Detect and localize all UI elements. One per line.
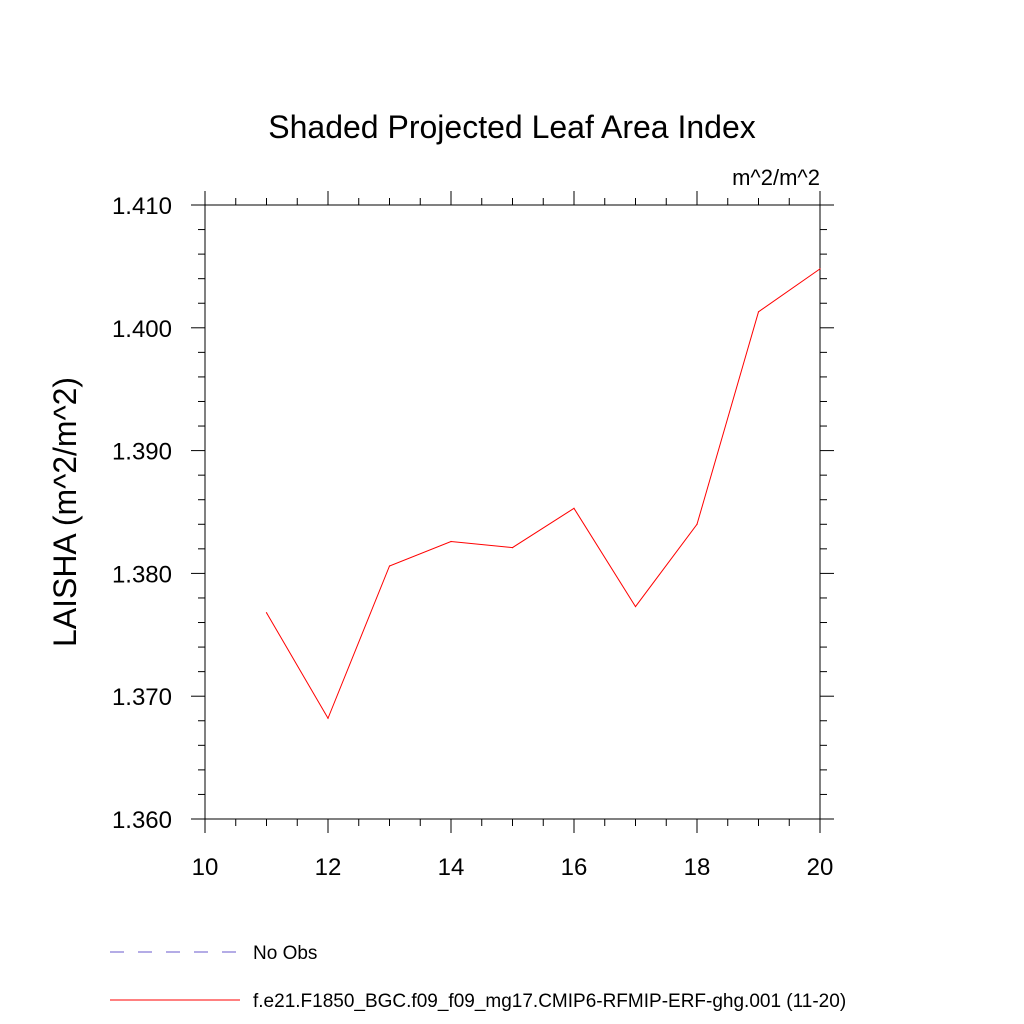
legend-label: No Obs (253, 943, 317, 964)
y-tick-label: 1.410 (112, 193, 172, 220)
legend-label: f.e21.F1850_BGC.f09_f09_mg17.CMIP6-RFMIP… (253, 991, 846, 1012)
legend: No Obs f.e21.F1850_BGC.f09_f09_mg17.CMIP6… (110, 943, 846, 1012)
y-tick-label: 1.360 (112, 807, 172, 834)
data-point (696, 523, 698, 525)
data-point (634, 605, 637, 608)
x-tick-label: 10 (192, 854, 219, 881)
y-tick-label: 1.370 (112, 684, 172, 711)
x-tick-label: 18 (684, 854, 711, 881)
tick-labels: 10 12 14 16 18 20 1.360 1.370 1.380 1.390 1.400 1.4… (112, 193, 833, 881)
x-tick-label: 12 (315, 854, 342, 881)
plot-border (204, 204, 821, 820)
x-tick-label: 16 (561, 854, 588, 881)
chart-title: Shaded Projected Leaf Area Index (268, 109, 755, 145)
x-tick-label: 20 (807, 854, 834, 881)
data-point (388, 565, 391, 567)
y-tick-label: 1.400 (112, 316, 172, 343)
data-point (511, 547, 514, 549)
y-axis-label: LAISHA (m^2/m^2) (47, 377, 83, 647)
series-line (266, 268, 821, 720)
data-point (819, 268, 821, 270)
y-tick-label: 1.390 (112, 439, 172, 466)
y-tick-label: 1.380 (112, 561, 172, 588)
series-group (265, 268, 821, 720)
data-point (327, 717, 329, 719)
data-point (265, 612, 268, 614)
data-point (757, 311, 760, 313)
units-label: m^2/m^2 (732, 165, 820, 190)
data-point (450, 540, 452, 543)
data-point (573, 507, 575, 509)
axis-ticks (191, 191, 834, 833)
x-tick-label: 14 (438, 854, 465, 881)
plot-frame (204, 204, 821, 820)
